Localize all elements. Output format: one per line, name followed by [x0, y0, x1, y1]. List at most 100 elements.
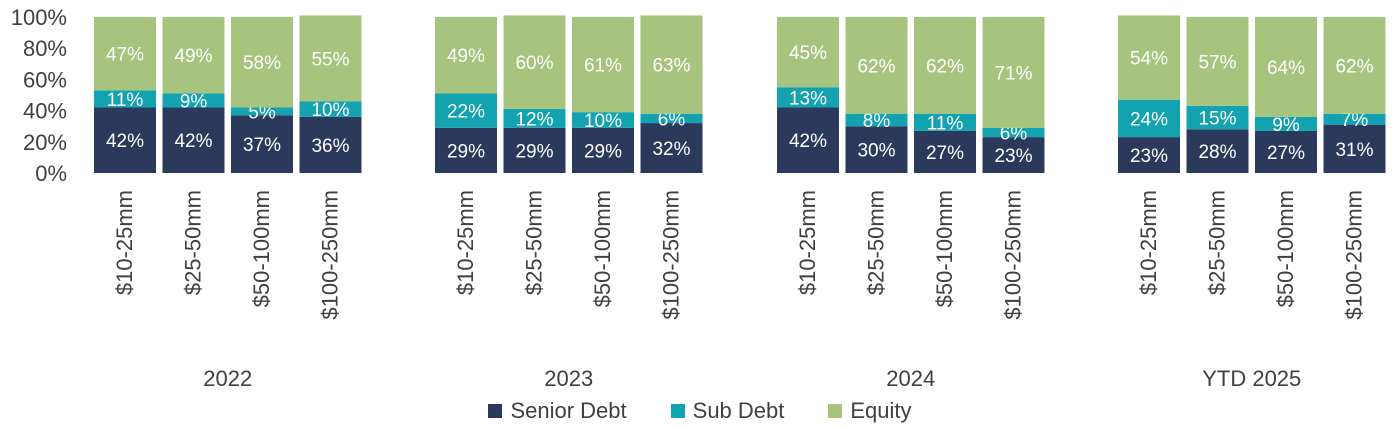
y-tick-label: 0% [35, 161, 67, 186]
data-label: 42% [789, 131, 827, 152]
bar-segment-sub-debt [1118, 99, 1180, 138]
bar-segment-equity [503, 15, 566, 110]
bar-segment-sub-debt [640, 113, 703, 124]
data-label: 71% [994, 63, 1032, 84]
y-tick-label: 20% [23, 130, 67, 155]
bar-segment-equity [231, 17, 293, 108]
bar-segment-sub-debt [1323, 113, 1386, 125]
legend-item-senior-debt: Senior Debt [488, 398, 627, 424]
bar-segment-equity [777, 17, 839, 88]
data-label: 49% [447, 46, 485, 67]
bar-segment-equity [1118, 15, 1180, 100]
bar-segment-senior-debt [982, 137, 1045, 173]
x-tick-label: $50-100mm [249, 190, 274, 307]
bar-segment-senior-debt [231, 115, 293, 173]
bar-segment-equity [914, 17, 976, 114]
bar-segment-senior-debt [777, 107, 839, 173]
bar-segment-sub-debt [162, 93, 225, 108]
bar-segment-equity [299, 15, 362, 102]
bar-segment-sub-debt [231, 107, 293, 116]
legend-label-sub-debt: Sub Debt [692, 398, 785, 423]
data-label: 10% [584, 111, 622, 132]
legend-item-equity: Equity [828, 398, 912, 424]
x-tick-label: $10-25mm [1136, 190, 1161, 295]
data-label: 49% [174, 46, 212, 67]
bar-segment-senior-debt [1323, 124, 1386, 173]
data-label: 54% [1130, 49, 1168, 70]
data-label: 28% [1198, 142, 1236, 163]
data-label: 24% [1130, 109, 1168, 130]
x-tick-label: $50-100mm [932, 190, 957, 307]
x-tick-label: $10-25mm [795, 190, 820, 295]
y-tick-label: 60% [23, 67, 67, 92]
legend-label-senior-debt: Senior Debt [510, 398, 627, 423]
x-tick-label: $25-50mm [522, 190, 547, 295]
bar-segment-senior-debt [162, 107, 225, 173]
x-tick-label: $100-250mm [318, 190, 343, 320]
bar-segment-sub-debt [982, 127, 1045, 138]
data-label: 11% [927, 113, 964, 134]
data-label: 7% [1341, 110, 1369, 131]
data-label: 31% [1335, 140, 1373, 161]
bar-segment-senior-debt [845, 126, 908, 173]
data-label: 15% [1198, 109, 1236, 130]
bar-segment-sub-debt [94, 90, 156, 108]
y-tick-label: 40% [23, 99, 67, 124]
data-label: 62% [926, 56, 964, 77]
data-label: 32% [652, 139, 690, 160]
data-label: 45% [789, 43, 827, 64]
data-label: 57% [1198, 52, 1236, 73]
bar-segment-equity [94, 17, 156, 91]
legend-label-equity: Equity [850, 398, 912, 423]
data-label: 62% [1335, 56, 1373, 77]
bar-segment-sub-debt [299, 101, 362, 117]
bar-segment-equity [1323, 17, 1386, 114]
bar-segment-senior-debt [435, 127, 497, 173]
data-label: 12% [515, 109, 553, 130]
bar-segment-sub-debt [1186, 105, 1249, 130]
data-label: 27% [926, 143, 964, 164]
bar-segment-senior-debt [299, 116, 362, 173]
data-label: 58% [243, 53, 281, 74]
data-label: 42% [174, 131, 212, 152]
bar-segment-senior-debt [94, 107, 156, 173]
bar-segment-equity [1186, 17, 1249, 106]
data-label: 62% [857, 56, 895, 77]
data-label: 9% [1272, 115, 1300, 136]
group-label: YTD 2025 [1202, 366, 1301, 391]
data-label: 30% [857, 141, 895, 162]
data-label: 23% [1130, 146, 1168, 167]
bar-segment-equity [640, 15, 703, 114]
data-label: 11% [107, 90, 144, 111]
bar-segment-sub-debt [435, 93, 497, 128]
data-label: 27% [1267, 143, 1305, 164]
data-label: 6% [658, 109, 686, 130]
legend-item-sub-debt: Sub Debt [670, 398, 785, 424]
bar-segment-equity [572, 17, 634, 113]
group-label: 2022 [203, 366, 252, 391]
data-label: 6% [1000, 123, 1028, 144]
data-label: 61% [584, 56, 622, 77]
data-label: 60% [515, 53, 553, 74]
x-tick-label: $25-50mm [864, 190, 889, 295]
data-label: 29% [447, 141, 485, 162]
data-label: 10% [311, 100, 349, 121]
data-label: 47% [106, 45, 144, 66]
bar-segment-senior-debt [503, 127, 566, 173]
x-tick-label: $50-100mm [590, 190, 615, 307]
data-label: 42% [106, 131, 144, 152]
data-label: 64% [1267, 58, 1305, 79]
bar-segment-sub-debt [914, 113, 976, 131]
group-label: 2024 [886, 366, 935, 391]
bar-segment-senior-debt [1186, 129, 1249, 173]
bar-segment-sub-debt [845, 113, 908, 127]
data-label: 23% [994, 146, 1032, 167]
legend-swatch-sub-debt [670, 404, 685, 418]
data-label: 36% [311, 136, 349, 157]
data-label: 37% [243, 135, 281, 156]
y-tick-label: 80% [23, 36, 67, 61]
x-tick-label: $50-100mm [1273, 190, 1298, 307]
data-label: 63% [652, 56, 690, 77]
bar-segment-senior-debt [914, 130, 976, 173]
